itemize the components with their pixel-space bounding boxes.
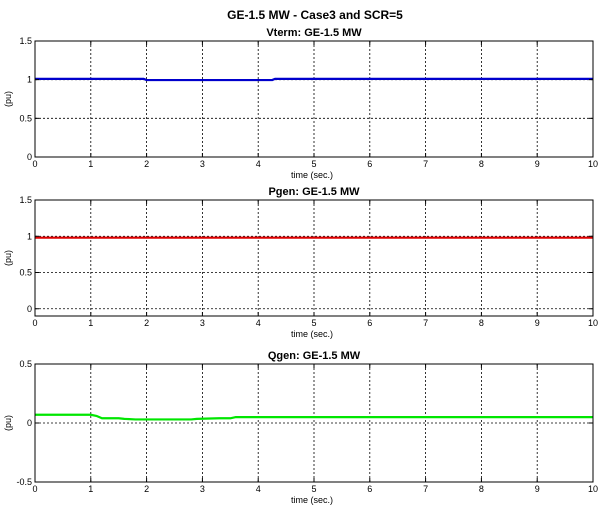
x-tick-label: 2 [144, 318, 149, 328]
x-tick-label: 3 [200, 484, 205, 494]
x-tick-label: 3 [200, 318, 205, 328]
x-tick-label: 8 [479, 484, 484, 494]
x-tick-label: 3 [200, 159, 205, 169]
x-tick-label: 6 [367, 318, 372, 328]
y-tick-label: 0.5 [19, 268, 32, 278]
x-tick-label: 5 [311, 318, 316, 328]
y-axis-label: (pu) [3, 250, 13, 266]
x-axis-label: time (sec.) [291, 170, 333, 180]
chart-title: Pgen: GE-1.5 MW [268, 186, 360, 198]
x-tick-label: 6 [367, 484, 372, 494]
y-tick-label: 0.5 [19, 113, 32, 123]
x-tick-label: 1 [88, 159, 93, 169]
x-tick-label: 10 [588, 484, 598, 494]
x-tick-label: 6 [367, 159, 372, 169]
y-tick-label: 0.5 [19, 359, 32, 369]
x-tick-label: 0 [32, 159, 37, 169]
x-tick-label: 9 [535, 318, 540, 328]
x-tick-label: 0 [32, 484, 37, 494]
x-tick-label: 4 [256, 159, 261, 169]
x-tick-label: 10 [588, 159, 598, 169]
series-line-1 [35, 413, 593, 421]
chart-title: Vterm: GE-1.5 MW [266, 27, 362, 39]
chart-panel-1: 0 1 2 3 4 5 6 7 8 9 10 0 0.5 1 1.5 Vterm: GE-1.5 MW time… [3, 27, 598, 180]
chart-title: Qgen: GE-1.5 MW [268, 350, 361, 362]
y-axis-label: (pu) [3, 91, 13, 107]
x-tick-label: 9 [535, 159, 540, 169]
y-tick-label: -0.5 [16, 477, 32, 487]
x-tick-label: 7 [423, 484, 428, 494]
y-tick-label: 0 [27, 418, 32, 428]
y-tick-label: 1 [27, 75, 32, 85]
x-tick-label: 2 [144, 159, 149, 169]
x-tick-label: 5 [311, 159, 316, 169]
x-tick-label: 2 [144, 484, 149, 494]
y-tick-label: 1.5 [19, 36, 32, 46]
series-line-1 [35, 77, 593, 82]
x-axis-label: time (sec.) [291, 495, 333, 505]
chart-panel-2: 0 1 2 3 4 5 6 7 8 9 10 0 0.5 1 1.5 Pgen: GE-1.5 MW time … [3, 186, 598, 339]
x-tick-label: 0 [32, 318, 37, 328]
x-tick-label: 4 [256, 484, 261, 494]
y-tick-label: 1.5 [19, 195, 32, 205]
x-tick-label: 7 [423, 159, 428, 169]
figure-title: GE-1.5 MW - Case3 and SCR=5 [227, 8, 403, 22]
x-tick-label: 8 [479, 318, 484, 328]
x-tick-label: 5 [311, 484, 316, 494]
x-tick-label: 7 [423, 318, 428, 328]
x-tick-label: 4 [256, 318, 261, 328]
y-axis-label: (pu) [3, 415, 13, 431]
y-tick-label: 0 [27, 304, 32, 314]
y-tick-label: 1 [27, 231, 32, 241]
y-tick-label: 0 [27, 152, 32, 162]
x-tick-label: 1 [88, 484, 93, 494]
x-tick-label: 9 [535, 484, 540, 494]
x-tick-label: 10 [588, 318, 598, 328]
x-tick-label: 1 [88, 318, 93, 328]
x-axis-label: time (sec.) [291, 329, 333, 339]
x-tick-label: 8 [479, 159, 484, 169]
